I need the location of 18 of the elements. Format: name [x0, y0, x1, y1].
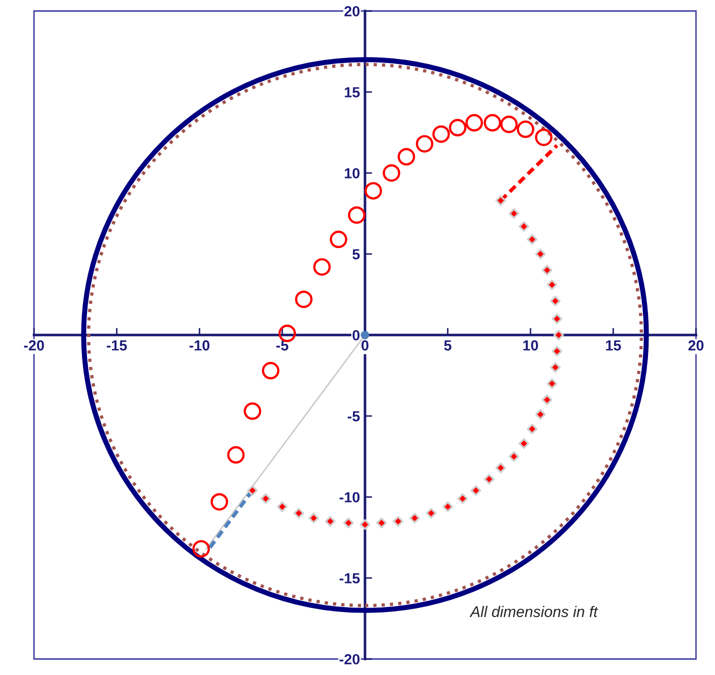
y-tick-label: -10: [340, 492, 360, 502]
x-tick-label: 20: [688, 340, 704, 351]
annotation: All dimensions in ft: [470, 606, 598, 618]
y-tick-label: 5: [352, 249, 360, 260]
y-tick-label: -20: [340, 654, 360, 664]
x-tick-label: -15: [106, 340, 127, 351]
y-tick-label: -15: [340, 573, 360, 584]
y-tick-label: 10: [344, 168, 360, 178]
x-tick-label: 10: [523, 340, 538, 351]
x-tick-label: 15: [606, 340, 621, 351]
x-tick-label: -20: [24, 340, 44, 351]
y-tick-label: 0: [352, 330, 360, 340]
x-tick-label: 0: [362, 340, 368, 351]
y-tick-label: -5: [348, 411, 360, 422]
x-tick-label: -10: [190, 340, 210, 351]
y-tick-label: 15: [344, 87, 360, 98]
y-tick-label: 20: [344, 6, 360, 16]
x-tick-label: 5: [444, 340, 452, 351]
